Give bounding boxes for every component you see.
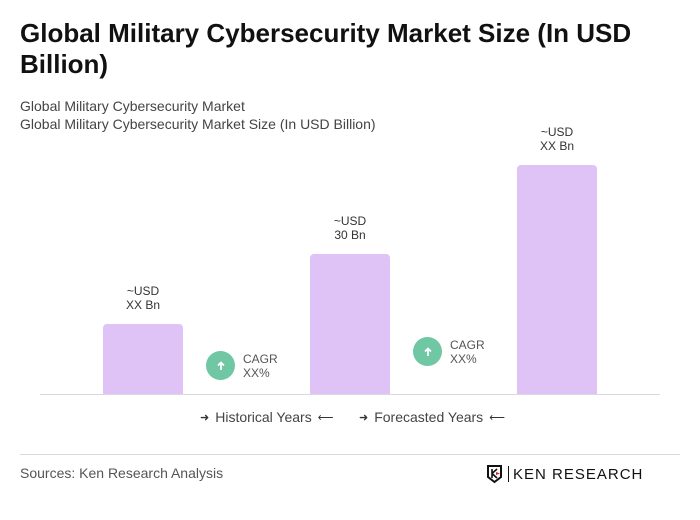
cagr-badge-1: CAGR XX% — [206, 351, 278, 380]
ken-research-logo: KEN RESEARCH — [486, 464, 643, 484]
cagr-value: XX% — [243, 365, 270, 380]
cagr-badge-2: CAGR XX% — [413, 337, 485, 366]
legend-forecasted: ➜ Forecasted Years ⟵ — [359, 409, 505, 425]
cagr-value: XX% — [450, 351, 477, 366]
arrow-left-icon: ⟵ — [489, 411, 505, 424]
bar-label-line2: XX Bn — [125, 298, 161, 312]
cagr-label: CAGR — [450, 337, 485, 352]
bar-label: ~USD XX Bn — [507, 125, 607, 153]
logo-icon — [487, 465, 502, 484]
subtitle-2: Global Military Cybersecurity Market Siz… — [20, 116, 376, 132]
source-text: Sources: Ken Research Analysis — [20, 465, 224, 481]
bar-label-line2: XX Bn — [539, 139, 575, 154]
legend-historical: ➜ Historical Years ⟵ — [200, 409, 334, 425]
logo-text: KEN RESEARCH — [513, 465, 644, 483]
arrow-right-icon: ➜ — [359, 411, 369, 424]
page-title: Global Military Cybersecurity Market Siz… — [20, 18, 632, 79]
bar-label-line2: 30 Bn — [334, 228, 366, 242]
legend-label: Forecasted Years — [374, 409, 484, 425]
bar-label-line1: ~USD — [333, 214, 367, 228]
bar-label: ~USD 30 Bn — [300, 214, 400, 242]
legend-label: Historical Years — [215, 409, 312, 425]
arrow-right-icon: ➜ — [200, 411, 210, 424]
subtitle: Global Military Cybersecurity Market — [20, 98, 245, 114]
bar-3 — [517, 165, 597, 394]
bar-label-line1: ~USD — [126, 284, 160, 298]
bar-label: ~USD XX Bn — [93, 284, 193, 312]
divider — [20, 454, 680, 455]
bar-2 — [310, 254, 390, 394]
bar-1 — [103, 324, 183, 394]
x-axis — [40, 394, 660, 395]
arrow-up-icon — [413, 337, 442, 366]
arrow-up-icon — [206, 351, 235, 380]
arrow-left-icon: ⟵ — [317, 411, 334, 424]
bar-label-line1: ~USD — [540, 125, 574, 140]
cagr-label: CAGR — [243, 351, 278, 366]
